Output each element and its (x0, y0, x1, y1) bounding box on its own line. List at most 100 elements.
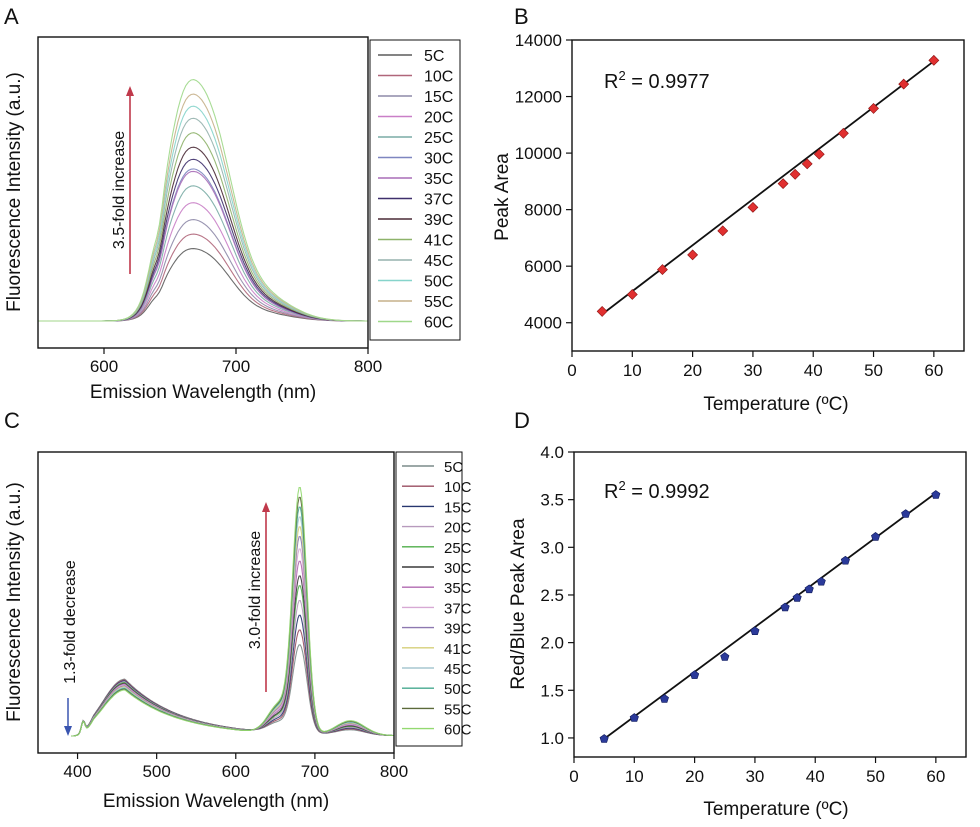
panel-a: 600 700 800 Emission Wavelength (nm) Fluor… (4, 36, 461, 403)
panel-d-x-tick-label: 20 (685, 767, 704, 786)
panel-c-legend-label: 50C (444, 681, 472, 698)
panel-c-legend-label: 41C (444, 641, 472, 658)
panel-a-plot-frame (37, 36, 369, 349)
panel-a-curve-39c (38, 146, 368, 322)
panel-a-legend-label: 15C (424, 89, 453, 106)
panel-c-curve-20c (71, 600, 394, 737)
panel-a-curve-37c (38, 158, 368, 322)
panel-d-y-tick-label: 1.0 (540, 729, 564, 748)
panel-a-legend-label: 37C (424, 192, 453, 209)
panel-d-fit-line (603, 492, 937, 740)
panel-label-b: B (514, 4, 529, 29)
panel-a-legend-label: 50C (424, 274, 453, 291)
panel-c-curves (71, 487, 394, 737)
panel-a-increase-annotation: 3.5-fold increase (111, 131, 128, 249)
panel-b-data-point (813, 148, 825, 160)
panel-c-legend-label: 25C (444, 540, 472, 557)
panel-b-fit-line-segment (601, 60, 935, 315)
panel-b-x-axis-label: Temperature (ºC) (703, 394, 848, 415)
panel-b-data-point (801, 158, 813, 170)
panel-c-plot-frame (37, 451, 395, 754)
panel-d-fit-line-segment (603, 492, 937, 740)
panel-d-data-point (840, 555, 850, 565)
panel-d-data-point (629, 713, 639, 722)
panel-d-r-exponent: 2 (618, 478, 625, 493)
panel-a-x-tick-label: 800 (354, 357, 382, 376)
panel-a-curve-35c (38, 170, 368, 322)
panel-b-y-tick-label: 10000 (515, 144, 562, 163)
panel-d-y-tick-label: 2.0 (540, 634, 564, 653)
panel-b-data-point (687, 249, 699, 261)
panel-c-legend-box (395, 451, 463, 747)
panel-c-curve-25c (71, 585, 394, 737)
panel-b-r-squared: R2 = 0.9977 (604, 68, 710, 93)
panel-a-legend: 5C 10C 15C 20C 25C 30C 35C 37C 39C 41C 45C 50C 55C 60… (378, 48, 453, 332)
panel-b-y-tick-label: 12000 (515, 88, 562, 107)
panel-d-x-tick-label: 50 (866, 767, 885, 786)
panel-c: 400 500 600 700 800 Emission Wavelength (nm)… (4, 451, 472, 812)
panel-b-data-point (868, 102, 879, 114)
panel-c-curve-55c (71, 496, 394, 737)
panel-a-increase-arrowhead (126, 86, 134, 96)
panel-a-curve-55c (38, 93, 368, 322)
panel-a-curve-45c (38, 117, 368, 322)
panel-a-legend-label: 30C (424, 151, 453, 168)
panel-c-y-axis-label: Fluorescence Intensity (a.u.) (4, 482, 25, 722)
panel-a-y-axis-label: Fluorescence Intensity (a.u.) (4, 72, 25, 312)
panel-a-legend-label: 5C (424, 48, 444, 65)
panel-c-curve-45c (71, 516, 394, 737)
panel-a-curve-20c (38, 202, 368, 322)
panel-b-data-point (747, 201, 759, 213)
panel-a-curve-30c (38, 168, 368, 322)
panel-a-x-tick-label: 700 (222, 357, 250, 376)
panel-d-y-axis-label: Red/Blue Peak Area (508, 518, 529, 690)
panel-c-decrease-annotation: 1.3-fold decrease (62, 560, 79, 684)
panel-d-x-axis-label: Temperature (ºC) (703, 799, 848, 820)
panel-b-data-point (657, 264, 668, 275)
panel-b-r-value: = 0.9977 (626, 71, 710, 93)
panel-a-legend-label: 35C (424, 171, 453, 188)
panel-d-plot-frame (573, 451, 967, 758)
panel-b-r-exponent: 2 (618, 68, 625, 83)
panel-b-x-tick-label: 20 (683, 361, 702, 380)
panel-b-x-tick-label: 30 (743, 361, 762, 380)
panel-a-legend-label: 25C (424, 130, 453, 147)
panel-c-curve-60c (71, 487, 394, 737)
panel-c-legend-label: 5C (444, 459, 463, 476)
panel-c-x-tick-label: 700 (301, 762, 329, 781)
panel-d-x-tick-label: 40 (806, 767, 825, 786)
panel-b-data-point (777, 178, 789, 190)
panel-d-data-point (871, 532, 881, 541)
panel-b-y-tick-label: 8000 (524, 201, 562, 220)
panel-c-x-tick-label: 500 (142, 762, 170, 781)
panel-c-decrease-arrowhead (64, 726, 72, 736)
panel-a-curve-10c (38, 233, 368, 322)
panel-c-curve-35c (71, 560, 394, 737)
panel-b-data-point (596, 305, 608, 317)
panel-b-data-point (626, 289, 638, 300)
panel-d-data-point (599, 734, 609, 743)
panel-b-x-tick-label: 10 (623, 361, 642, 380)
panel-a-legend-label: 45C (424, 253, 453, 270)
panel-d-data-point (804, 584, 814, 594)
panel-c-x-tick-label: 400 (63, 762, 91, 781)
panel-b-x-tick-label: 60 (924, 361, 943, 380)
panel-a-curve-25c (38, 185, 368, 322)
panel-a-legend-label: 55C (424, 294, 453, 311)
panel-a-curve-15c (38, 219, 368, 322)
panel-c-legend-label: 10C (444, 479, 472, 496)
panel-a-legend-label: 39C (424, 212, 453, 229)
panel-a-legend-label: 10C (424, 69, 453, 86)
panel-a-legend-label: 60C (424, 315, 453, 332)
panel-c-legend-label: 20C (444, 520, 472, 537)
panel-d-y-tick-label: 2.5 (540, 586, 564, 605)
panel-a-x-tick-label: 600 (90, 357, 118, 376)
panel-b-data-point (717, 225, 729, 237)
panel-c-legend-label: 60C (444, 722, 472, 739)
panel-d-x-tick-label: 60 (926, 767, 945, 786)
panel-c-x-tick-label: 800 (380, 762, 408, 781)
panel-c-legend-label: 39C (444, 621, 472, 638)
panel-b-data-point (898, 78, 910, 90)
panel-d-data-point (780, 602, 790, 612)
